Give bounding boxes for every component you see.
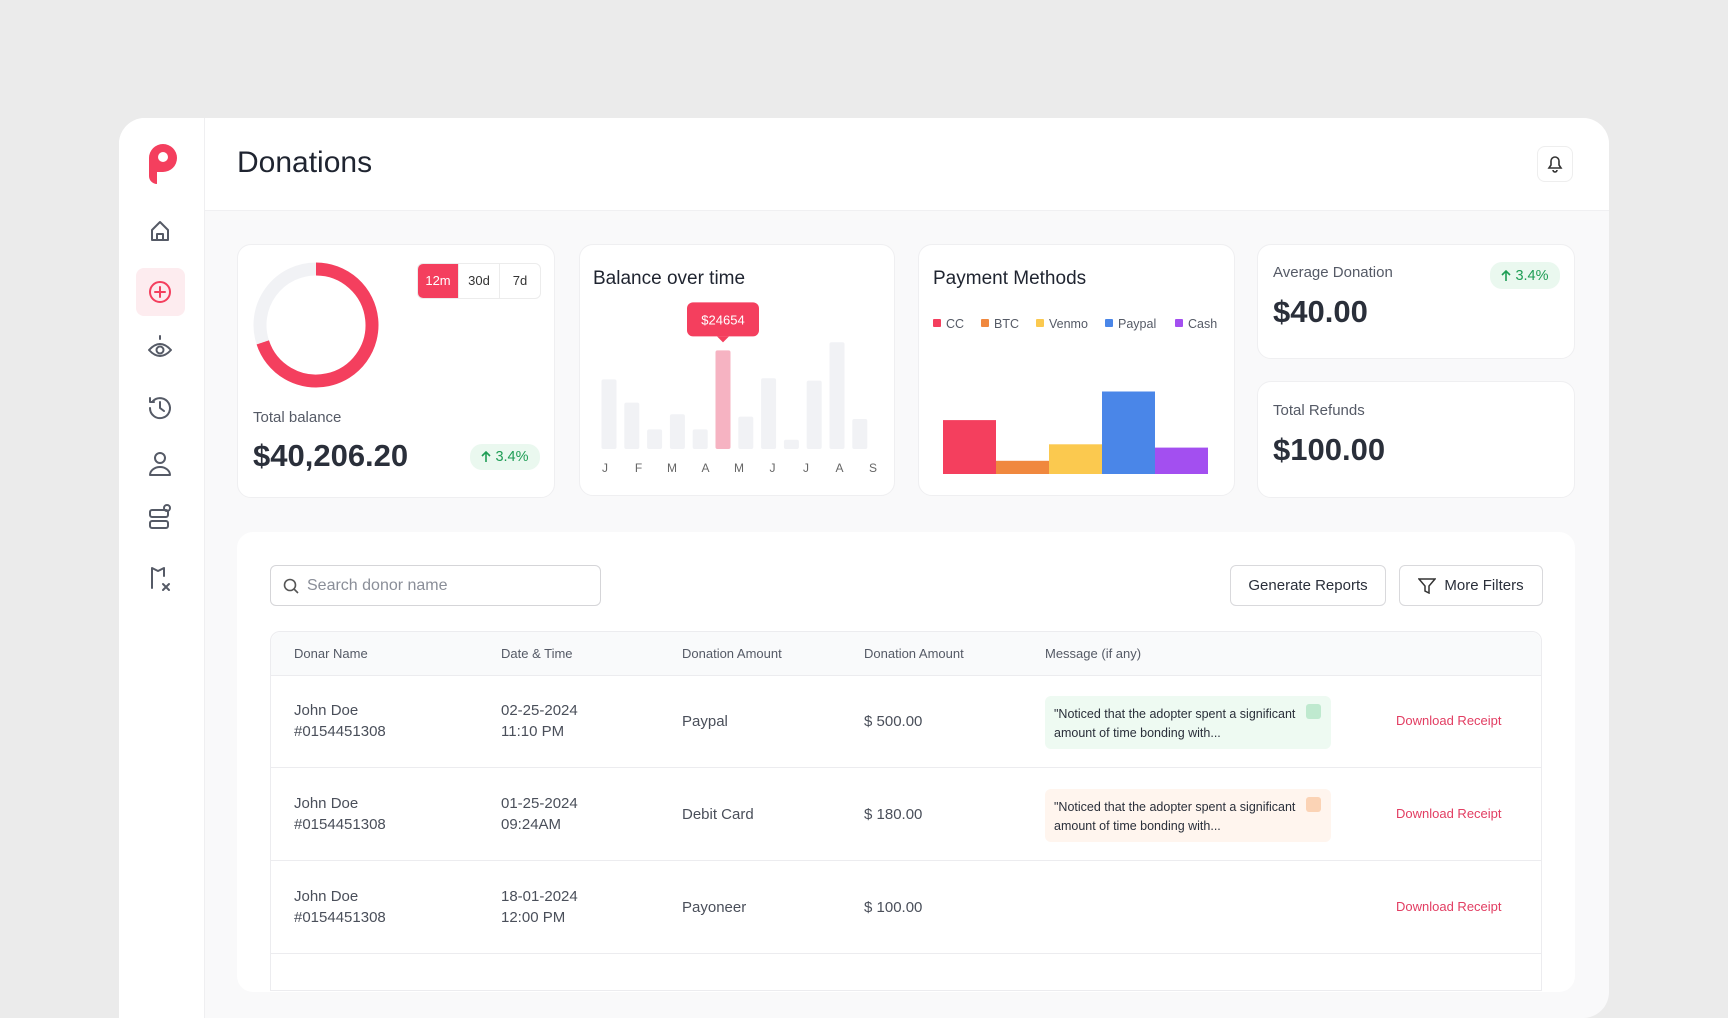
tab[interactable]: 12m	[418, 264, 458, 298]
expand-toggle[interactable]	[1306, 797, 1321, 812]
top-bar	[119, 118, 1609, 211]
cell: $ 180.00	[864, 806, 923, 823]
change-text: 3.4%	[1515, 267, 1549, 284]
column-header: Date & Time	[501, 646, 573, 661]
settings-icon[interactable]	[149, 509, 169, 518]
message-chip: "Noticed that the adopter spent a signif…	[1045, 789, 1331, 842]
notification-button[interactable]	[1537, 146, 1573, 182]
cell: 09:24AM	[501, 816, 562, 833]
sidebar-icons	[136, 144, 185, 591]
message-text: "Noticed that the adopter spent a signif…	[1054, 707, 1296, 740]
cell: Debit Card	[682, 806, 754, 823]
change-text: 3.4%	[495, 449, 529, 465]
button-text: Generate Reports	[1248, 577, 1368, 594]
cell: 02-25-2024	[501, 702, 578, 719]
change-pill: 3.4%	[1490, 262, 1560, 289]
stat-label: Average Donation	[1273, 264, 1393, 281]
cell: $ 500.00	[864, 713, 923, 730]
cell: #0154451308	[294, 816, 386, 833]
balance-value: $40,206.20	[253, 438, 409, 473]
refunds-card	[1257, 381, 1575, 498]
change-pill: 3.4%	[470, 444, 540, 470]
donations-icon[interactable]	[149, 281, 171, 303]
message-chip: "Noticed that the adopter spent a signif…	[1045, 696, 1331, 749]
cell: 18-01-2024	[501, 888, 578, 905]
logo	[149, 144, 177, 184]
cell: 12:00 PM	[501, 909, 566, 926]
table-row	[271, 861, 1541, 954]
table-header	[271, 632, 1541, 676]
history-icon[interactable]	[148, 397, 171, 420]
cell: #0154451308	[294, 723, 386, 740]
payment-chart-card	[918, 244, 1235, 496]
table-card	[237, 532, 1575, 992]
cell: 01-25-2024	[501, 795, 578, 812]
table-row	[271, 675, 1541, 768]
cell: Paypal	[682, 713, 728, 730]
cell: John Doe	[294, 702, 359, 719]
column-header: Donar Name	[294, 646, 368, 661]
generate-button[interactable]: Generate Reports	[1230, 565, 1386, 606]
column-header: Message (if any)	[1045, 646, 1142, 661]
page-title: Donations	[237, 146, 373, 179]
cell: John Doe	[294, 795, 359, 812]
page: Donations 12m 30d 7d Total balance $40,2…	[119, 118, 1609, 1018]
period-tabs: 12m 30d 7d	[417, 263, 541, 299]
stat-label: Total Refunds	[1273, 402, 1365, 419]
balance-chart-card	[579, 244, 895, 496]
balance-label: Total balance	[253, 409, 342, 426]
cell: #0154451308	[294, 909, 386, 926]
search-placeholder: Search donor name	[307, 576, 448, 594]
reports-icon[interactable]	[151, 567, 170, 591]
download-link[interactable]: Download Receipt	[1396, 806, 1502, 821]
message-text: "Noticed that the adopter spent a signif…	[1054, 800, 1296, 833]
table-row	[271, 768, 1541, 861]
search-box[interactable]: Search donor name	[270, 565, 601, 606]
tab[interactable]: 30d	[458, 264, 499, 298]
button-text: More Filters	[1444, 577, 1524, 594]
download-link[interactable]: Download Receipt	[1396, 899, 1502, 914]
download-link[interactable]: Download Receipt	[1396, 713, 1502, 728]
cell: John Doe	[294, 888, 359, 905]
cell: $ 100.00	[864, 899, 923, 916]
tab[interactable]: 7d	[499, 264, 540, 298]
filter-button[interactable]: More Filters	[1399, 565, 1543, 606]
expand-toggle[interactable]	[1306, 704, 1321, 719]
cell: Payoneer	[682, 899, 747, 916]
stat-value: $100.00	[1273, 432, 1386, 467]
stat-value: $40.00	[1273, 294, 1368, 329]
column-header: Donation Amount	[682, 646, 782, 661]
cell: 11:10 PM	[501, 723, 565, 740]
home-icon[interactable]	[151, 221, 169, 241]
user-icon[interactable]	[154, 452, 166, 464]
column-header: Donation Amount	[864, 646, 964, 661]
view-icon[interactable]	[148, 335, 172, 357]
